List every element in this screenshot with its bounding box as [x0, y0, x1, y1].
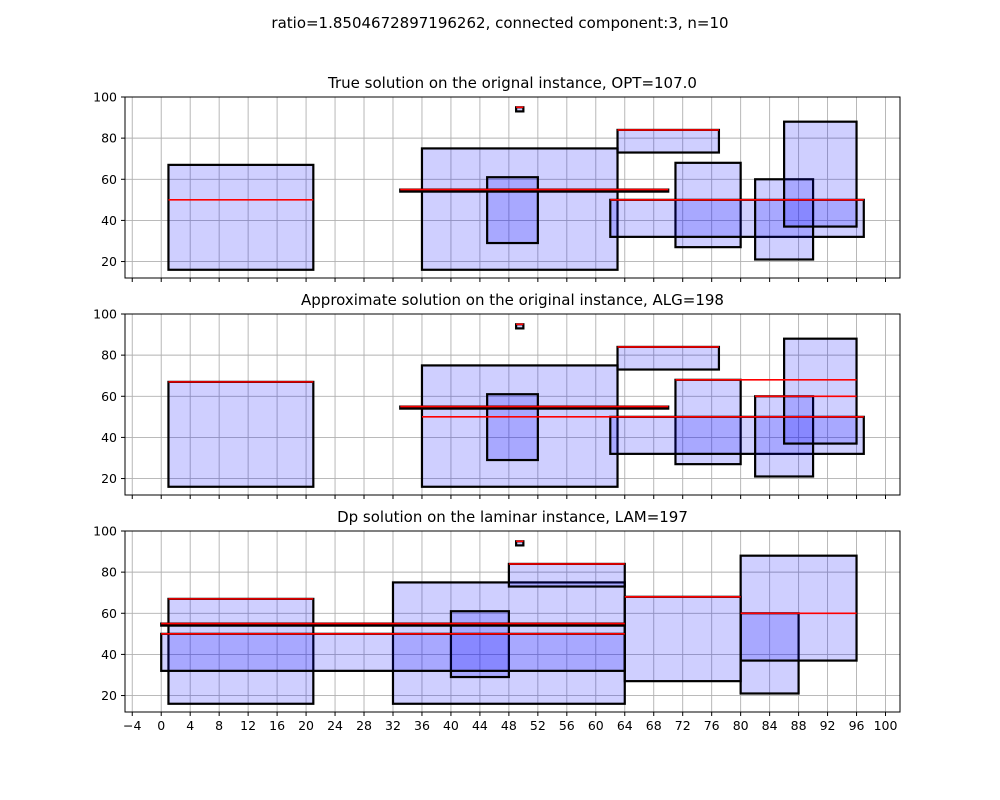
x-tick-label: 28 [356, 718, 372, 733]
x-tick-label: 60 [588, 718, 604, 733]
x-tick-label: 4 [186, 718, 194, 733]
rectangle-mark [739, 554, 858, 662]
x-tick-label: 64 [617, 718, 633, 733]
rectangle-mark [449, 610, 510, 679]
y-tick-label: 20 [101, 254, 117, 269]
panel-true-solution: True solution on the orignal instance, O… [93, 74, 901, 282]
y-tick-label: 80 [101, 348, 117, 363]
rectangle-mark [783, 337, 858, 445]
rectangle-mark [616, 345, 721, 371]
rectangle-mark [674, 378, 742, 466]
x-tick-label: 44 [472, 718, 488, 733]
x-tick-label: 68 [646, 718, 662, 733]
rectangle-mark [167, 597, 315, 705]
y-tick-label: 100 [93, 307, 117, 322]
x-tick-label: 12 [240, 718, 256, 733]
rectangle-mark [609, 198, 865, 238]
y-tick-label: 20 [101, 471, 117, 486]
y-tick-label: 40 [101, 647, 117, 662]
rectangle-mark [623, 595, 742, 683]
x-tick-label: 76 [704, 718, 720, 733]
panel-title: True solution on the orignal instance, O… [327, 74, 697, 92]
x-tick-label: 24 [327, 718, 343, 733]
x-tick-label: 40 [443, 718, 459, 733]
rectangle-mark [739, 612, 800, 695]
y-tick-label: 60 [101, 606, 117, 621]
x-tick-label: 20 [298, 718, 314, 733]
rectangle-mark [507, 562, 626, 588]
x-tick-label: 100 [874, 718, 898, 733]
y-tick-label: 100 [93, 524, 117, 539]
axes-frame [124, 530, 901, 713]
x-tick-label: −4 [123, 718, 141, 733]
rectangle-mark [486, 176, 539, 245]
x-tick-label: 48 [501, 718, 517, 733]
rectangle-mark [616, 128, 721, 154]
x-tick-label: 8 [215, 718, 223, 733]
y-tick-label: 40 [101, 213, 117, 228]
y-tick-label: 100 [93, 90, 117, 105]
panel-approximate-solution: Approximate solution on the original ins… [93, 291, 901, 499]
rectangle-mark [167, 380, 315, 488]
x-tick-label: 56 [559, 718, 575, 733]
figure-suptitle: ratio=1.8504672897196262, connected comp… [271, 14, 728, 32]
x-tick-label: 84 [762, 718, 778, 733]
y-tick-label: 80 [101, 565, 117, 580]
rectangle-mark [783, 120, 858, 228]
x-tick-label: 72 [675, 718, 691, 733]
x-tick-label: 16 [269, 718, 285, 733]
x-tick-label: 36 [414, 718, 430, 733]
rectangle-mark [674, 161, 742, 249]
y-tick-label: 20 [101, 688, 117, 703]
x-tick-label: 52 [530, 718, 546, 733]
rectangle-mark [160, 632, 626, 672]
y-tick-label: 60 [101, 172, 117, 187]
y-tick-label: 80 [101, 131, 117, 146]
x-tick-label: 0 [157, 718, 165, 733]
y-tick-label: 60 [101, 389, 117, 404]
x-tick-label: 96 [849, 718, 865, 733]
panel-title: Approximate solution on the original ins… [301, 291, 724, 309]
rectangle-mark [420, 147, 619, 271]
y-tick-label: 40 [101, 430, 117, 445]
panel-dp-solution: Dp solution on the laminar instance, LAM… [93, 508, 901, 733]
rectangle-mark [167, 163, 315, 271]
rectangle-mark [486, 393, 539, 462]
x-tick-label: 32 [385, 718, 401, 733]
x-tick-label: 88 [791, 718, 807, 733]
x-tick-label: 92 [820, 718, 836, 733]
rectangle-mark [609, 415, 865, 455]
panel-title: Dp solution on the laminar instance, LAM… [337, 508, 688, 526]
axes-frame [124, 96, 901, 279]
axes-frame [124, 313, 901, 496]
rectangle-mark [420, 364, 619, 488]
x-tick-label: 80 [733, 718, 749, 733]
